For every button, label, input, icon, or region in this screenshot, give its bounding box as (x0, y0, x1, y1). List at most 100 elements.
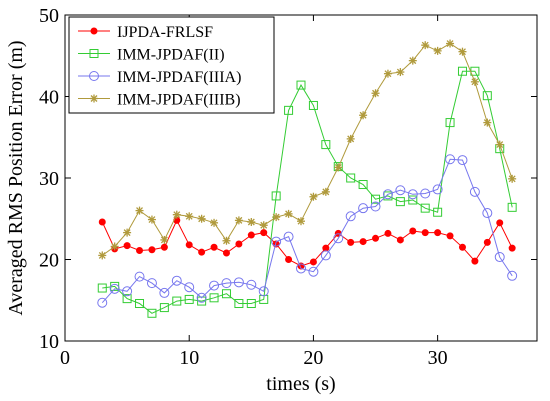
data-point (507, 270, 518, 281)
data-point (271, 191, 281, 201)
data-point (347, 238, 355, 246)
data-point (160, 243, 168, 251)
data-point (135, 299, 145, 309)
data-point (434, 229, 442, 237)
series-line (102, 70, 513, 314)
data-point (358, 203, 369, 214)
data-point (146, 278, 157, 289)
data-point (134, 271, 145, 282)
data-point (508, 244, 516, 252)
data-point (421, 41, 430, 50)
data-point (122, 286, 133, 297)
data-point (185, 212, 194, 221)
data-point (159, 303, 169, 313)
series-line (102, 42, 513, 256)
data-point (483, 118, 492, 127)
legend: IJPDA-FRLSF IMM-JPDAF(II) IMM-JPDAF(IIIA) I… (68, 16, 275, 114)
data-point (234, 216, 243, 225)
x-tick-label: 10 (179, 347, 199, 369)
data-point (358, 180, 368, 190)
data-point (160, 235, 169, 244)
data-point (458, 243, 466, 251)
data-point (409, 227, 417, 235)
data-point (210, 243, 218, 251)
y-tick-label: 50 (39, 5, 59, 27)
data-point (470, 77, 479, 86)
data-point (494, 252, 505, 263)
data-point (247, 218, 256, 227)
data-point (197, 214, 206, 223)
data-point (396, 68, 405, 77)
data-point (346, 134, 355, 143)
data-point (333, 233, 344, 244)
data-point (372, 234, 380, 242)
data-point (135, 206, 144, 215)
legend-label: IJPDA-FRLSF (117, 24, 213, 41)
data-point (446, 39, 455, 48)
data-point (296, 263, 306, 274)
data-point (457, 66, 467, 76)
legend-entry: IMM-JPDAF(IIIB) (78, 92, 241, 109)
data-point (123, 228, 132, 237)
x-tick-label: 20 (303, 347, 323, 369)
data-point (395, 197, 405, 207)
data-point (171, 275, 182, 286)
legend-marker (90, 27, 98, 35)
data-point (258, 286, 269, 297)
series-layer (97, 39, 518, 318)
data-point (508, 174, 517, 183)
legend-marker (89, 49, 99, 58)
legend-label: IMM-JPDAF(IIIA) (117, 69, 241, 86)
data-point (483, 238, 491, 246)
data-point (284, 105, 294, 115)
data-point (432, 184, 443, 195)
data-point (197, 296, 207, 306)
y-tick-label: 40 (39, 87, 59, 109)
data-point (98, 251, 107, 260)
data-point (382, 189, 393, 200)
legend-marker (90, 94, 98, 103)
data-point (246, 279, 257, 290)
data-point (395, 185, 406, 196)
data-point (247, 231, 255, 239)
data-point (345, 211, 356, 222)
data-point (234, 299, 244, 309)
data-point (433, 207, 443, 217)
data-point (221, 289, 231, 299)
x-axis-title: times (s) (266, 373, 335, 395)
data-point (222, 236, 231, 245)
data-point (334, 163, 343, 172)
data-point (109, 283, 120, 294)
legend-entry: IMM-JPDAF(IIIA) (78, 69, 241, 86)
data-point (260, 229, 268, 237)
data-point (408, 56, 417, 65)
legend-entry: IMM-JPDAF(II) (78, 47, 225, 64)
data-point (209, 280, 220, 291)
data-point (98, 218, 106, 226)
data-point (271, 236, 282, 247)
data-point (221, 278, 232, 289)
data-point (147, 215, 156, 224)
data-point (396, 236, 404, 244)
data-point (285, 256, 293, 263)
y-axis-title: Averaged RMS Position Error (m) (5, 40, 27, 315)
legend-entry: IJPDA-FRLSF (78, 24, 213, 41)
data-point (308, 100, 318, 110)
data-point (359, 111, 368, 120)
data-point (495, 140, 504, 149)
data-point (359, 238, 367, 246)
data-point (309, 192, 318, 201)
data-point (384, 229, 392, 237)
data-point (420, 188, 431, 199)
data-point (209, 293, 219, 303)
x-tick-label: 0 (60, 347, 70, 369)
data-point (371, 89, 380, 98)
data-point (446, 232, 454, 240)
data-point (184, 282, 195, 293)
y-tick-label: 10 (39, 331, 59, 353)
data-point (445, 154, 456, 165)
data-point (147, 308, 157, 318)
data-point (97, 297, 108, 308)
series-3 (97, 154, 518, 308)
